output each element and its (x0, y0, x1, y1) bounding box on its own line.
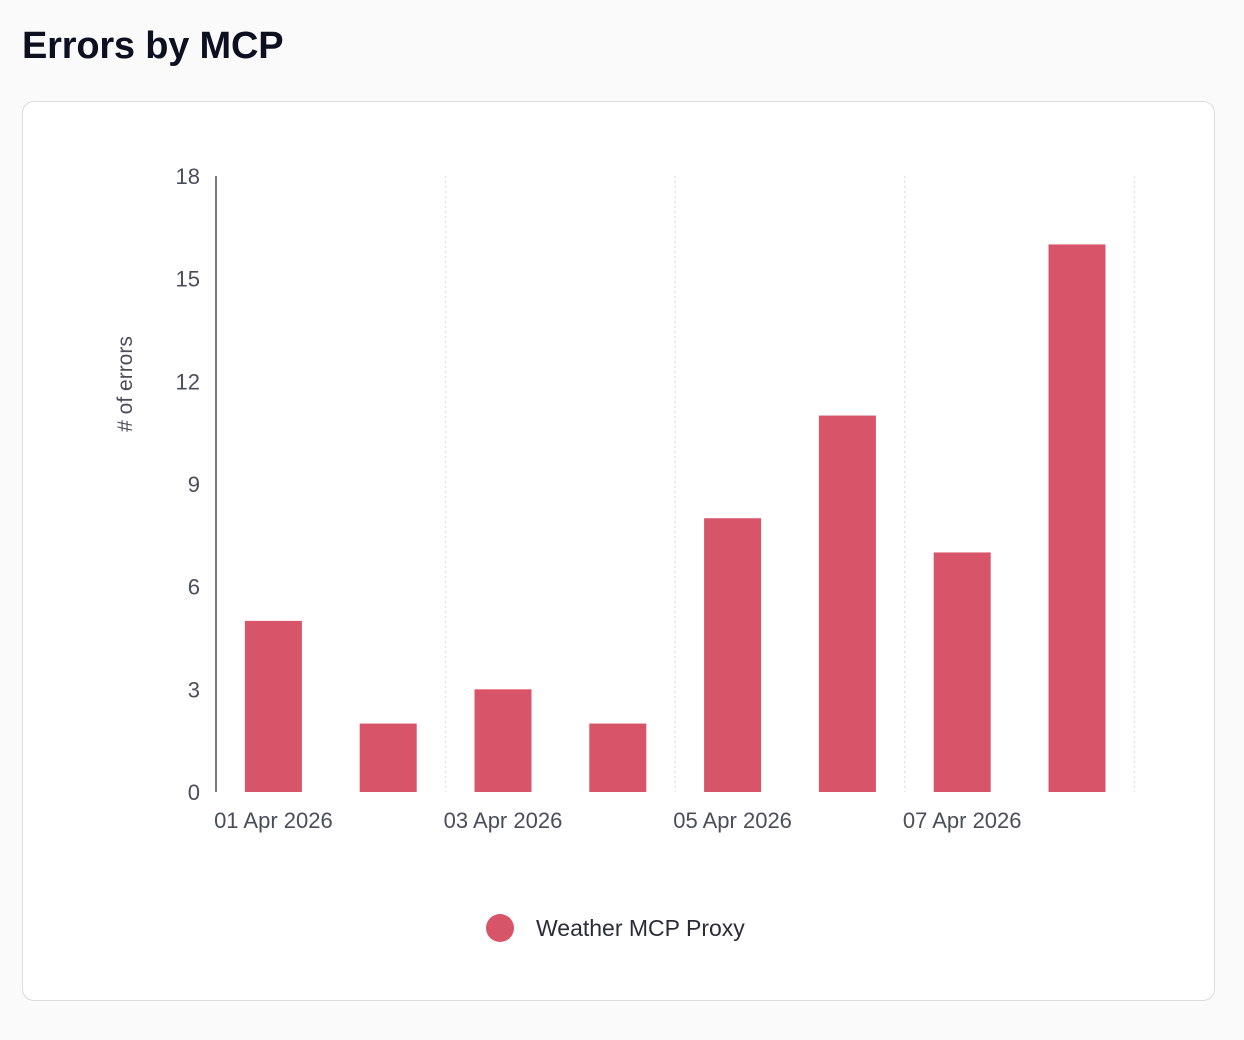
x-tick-label: 05 Apr 2026 (673, 808, 792, 833)
chart-card (22, 101, 1215, 1001)
y-tick-label: 6 (188, 575, 200, 600)
x-tick-label: 03 Apr 2026 (444, 808, 563, 833)
legend-marker (486, 914, 514, 942)
page-title: Errors by MCP (22, 25, 284, 67)
bar-2026-04-01 (244, 620, 302, 792)
y-tick-label: 18 (176, 164, 200, 189)
bar-2026-04-06 (818, 415, 876, 792)
bar-2026-04-07 (933, 552, 991, 792)
y-tick-label: 0 (188, 780, 200, 805)
y-tick-label: 3 (188, 677, 200, 702)
x-tick-label: 01 Apr 2026 (214, 808, 333, 833)
bar-2026-04-05 (704, 518, 762, 792)
y-axis-title: # of errors (114, 336, 137, 432)
y-tick-label: 15 (176, 267, 200, 292)
y-tick-label: 12 (176, 369, 200, 394)
legend-label: Weather MCP Proxy (536, 915, 745, 941)
bar-2026-04-04 (589, 723, 647, 792)
bar-2026-04-03 (474, 689, 532, 792)
bar-2026-04-08 (1048, 244, 1106, 792)
y-tick-label: 9 (188, 472, 200, 497)
x-tick-label: 07 Apr 2026 (903, 808, 1022, 833)
bar-2026-04-02 (359, 723, 417, 792)
